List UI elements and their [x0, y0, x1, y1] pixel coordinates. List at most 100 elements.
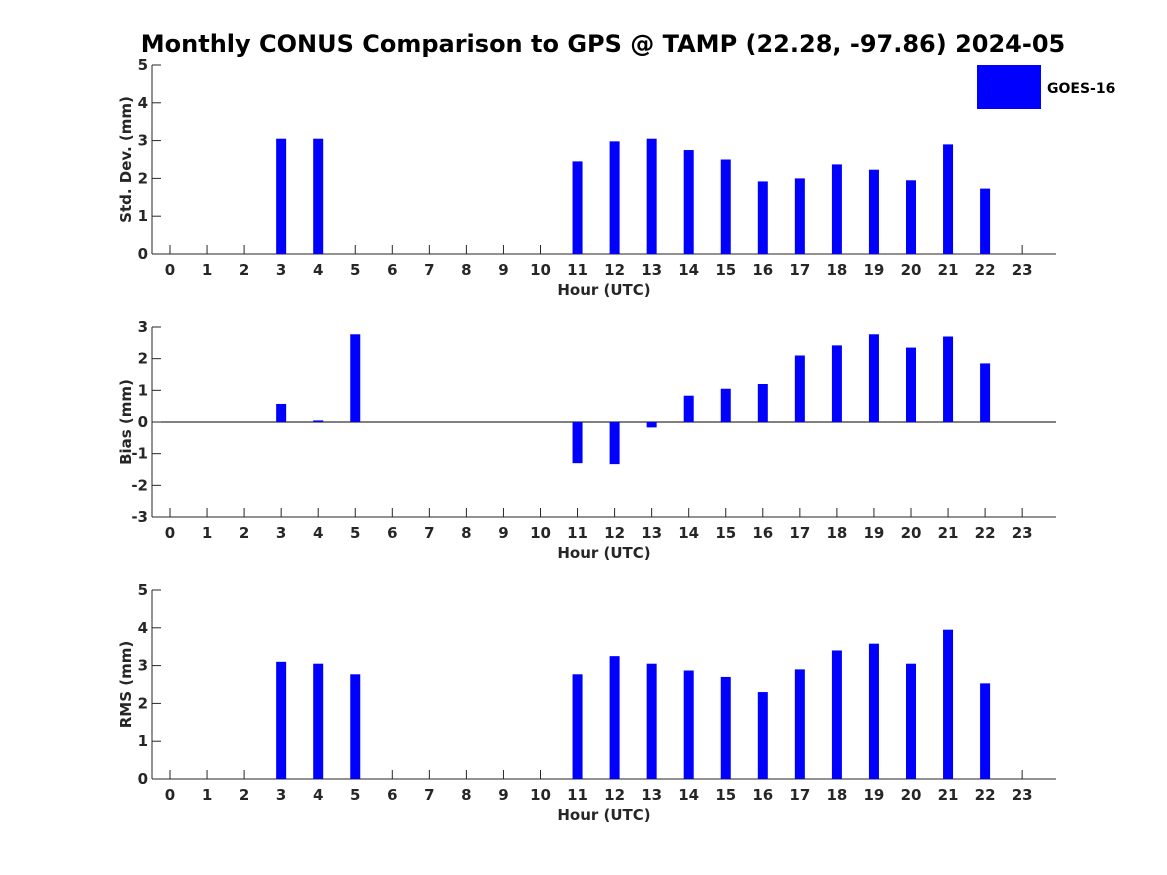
- x-tick-label: 17: [789, 786, 810, 804]
- x-tick-label: 20: [901, 524, 922, 542]
- x-tick-label: 3: [276, 261, 286, 279]
- x-tick-label: 22: [975, 261, 996, 279]
- x-tick-label: 23: [1012, 524, 1033, 542]
- x-tick-label: 7: [424, 524, 434, 542]
- x-tick-label: 8: [461, 261, 471, 279]
- y-tick-label: 1: [138, 381, 148, 399]
- bias-bar: [313, 420, 324, 422]
- y-tick-label: 4: [138, 619, 148, 637]
- y-tick-label: 1: [138, 207, 148, 225]
- x-tick-label: 9: [498, 786, 508, 804]
- x-tick-label: 12: [604, 524, 625, 542]
- std-dev-bar: [720, 159, 731, 254]
- bias-bar: [980, 363, 991, 422]
- std-dev-x-axis-label: Hour (UTC): [557, 281, 650, 299]
- y-tick-label: 2: [138, 350, 148, 368]
- std-dev-bar: [609, 141, 620, 254]
- x-tick-label: 8: [461, 524, 471, 542]
- y-tick-label: 3: [138, 318, 148, 336]
- x-tick-label: 12: [604, 786, 625, 804]
- rms-bar: [646, 663, 657, 779]
- x-tick-label: 10: [530, 786, 551, 804]
- x-tick-label: 6: [387, 786, 397, 804]
- x-tick-label: 13: [641, 261, 662, 279]
- x-tick-label: 10: [530, 524, 551, 542]
- x-tick-label: 0: [165, 786, 175, 804]
- x-tick-label: 1: [202, 524, 212, 542]
- x-tick-label: 3: [276, 524, 286, 542]
- x-tick-label: 12: [604, 261, 625, 279]
- x-tick-label: 4: [313, 786, 323, 804]
- std-dev-bar: [794, 178, 805, 254]
- std-dev-bar: [906, 180, 916, 254]
- x-tick-label: 19: [864, 786, 885, 804]
- rms-bar: [906, 663, 916, 779]
- x-tick-label: 0: [165, 261, 175, 279]
- x-tick-label: 16: [752, 261, 773, 279]
- bias-x-axis-label: Hour (UTC): [557, 544, 650, 562]
- y-tick-label: 0: [138, 770, 148, 788]
- x-tick-label: 21: [938, 261, 959, 279]
- x-tick-label: 1: [202, 786, 212, 804]
- x-tick-label: 23: [1012, 786, 1033, 804]
- bias-bar: [350, 334, 361, 422]
- x-tick-label: 19: [864, 524, 885, 542]
- x-tick-label: 8: [461, 786, 471, 804]
- x-tick-label: 3: [276, 786, 286, 804]
- bias-bar: [683, 395, 694, 422]
- legend-label: GOES-16: [1047, 81, 1115, 97]
- x-tick-label: 7: [424, 786, 434, 804]
- rms-bar: [276, 661, 287, 779]
- y-tick-label: 3: [138, 132, 148, 150]
- bias-bar: [276, 403, 287, 422]
- x-tick-label: 20: [901, 261, 922, 279]
- x-tick-label: 19: [864, 261, 885, 279]
- x-tick-label: 0: [165, 524, 175, 542]
- x-tick-label: 23: [1012, 261, 1033, 279]
- y-tick-label: 3: [138, 657, 148, 675]
- x-tick-label: 20: [901, 786, 922, 804]
- x-tick-label: 13: [641, 524, 662, 542]
- std-dev-bar: [943, 144, 954, 254]
- bias-y-axis-label: Bias (mm): [117, 379, 135, 465]
- rms-bar: [868, 643, 879, 779]
- x-tick-label: 7: [424, 261, 434, 279]
- bias-bar: [906, 347, 916, 422]
- legend-swatch: [977, 65, 1041, 109]
- bias-bar: [572, 422, 583, 464]
- x-tick-label: 17: [789, 261, 810, 279]
- std-dev-bar: [868, 169, 879, 254]
- rms-bar: [683, 670, 694, 779]
- x-tick-label: 15: [715, 786, 736, 804]
- std-dev-bar: [683, 150, 694, 254]
- rms-bar: [609, 656, 620, 779]
- x-tick-label: 6: [387, 524, 397, 542]
- y-tick-label: 4: [138, 94, 148, 112]
- x-tick-label: 11: [567, 786, 588, 804]
- bias-bar: [646, 422, 657, 428]
- rms-bar: [794, 669, 805, 779]
- x-tick-label: 5: [350, 524, 360, 542]
- x-tick-label: 11: [567, 261, 588, 279]
- x-tick-label: 18: [826, 786, 847, 804]
- std-dev-y-axis-label: Std. Dev. (mm): [117, 96, 135, 223]
- rms-bar: [313, 663, 324, 779]
- x-tick-label: 18: [826, 261, 847, 279]
- x-tick-label: 6: [387, 261, 397, 279]
- rms-bar: [980, 683, 991, 779]
- x-tick-label: 5: [350, 261, 360, 279]
- y-tick-label: 5: [138, 581, 148, 599]
- x-tick-label: 2: [239, 786, 249, 804]
- bias-bar: [943, 336, 954, 422]
- x-tick-label: 22: [975, 786, 996, 804]
- x-tick-label: 18: [826, 524, 847, 542]
- rms-x-axis-label: Hour (UTC): [557, 806, 650, 824]
- bias-bar: [868, 334, 879, 422]
- y-tick-label: -1: [131, 445, 148, 463]
- x-tick-label: 10: [530, 261, 551, 279]
- x-tick-label: 11: [567, 524, 588, 542]
